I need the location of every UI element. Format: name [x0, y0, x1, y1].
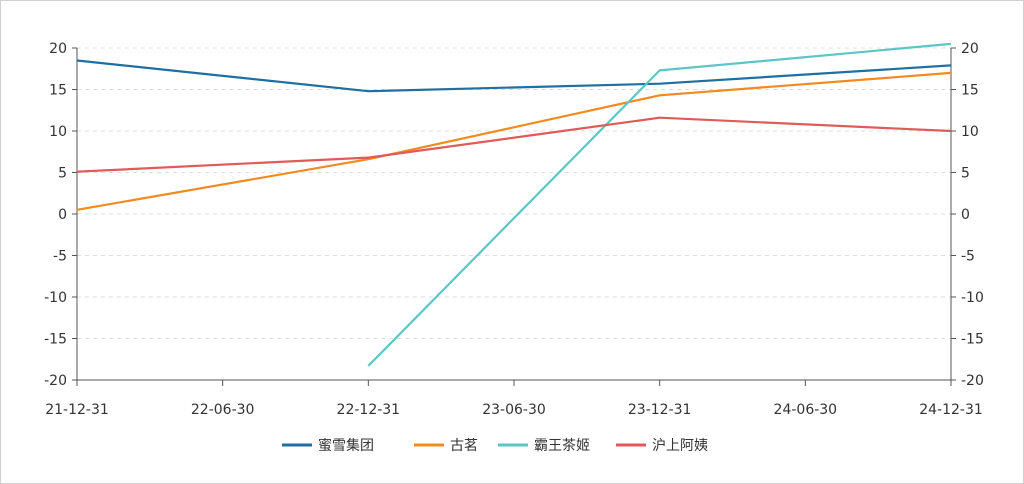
left-y-tick-label: 0: [58, 207, 67, 223]
series-lines: [76, 42, 952, 367]
right-y-tick-label: 20: [961, 41, 979, 57]
legend-item[interactable]: 蜜雪集团: [282, 437, 374, 454]
legend-item[interactable]: 沪上阿姨: [616, 438, 708, 454]
right-y-tick-label: -5: [961, 249, 975, 265]
left-y-tick-label: -20: [44, 373, 67, 389]
legend-label: 霸王茶姬: [534, 438, 590, 454]
x-tick-label: 24-06-30: [774, 402, 838, 418]
y-ticks: 20 20 15 15 10 10 5 5 0 0 -5 -5 -10 -10 -15 -15 -20 -20: [44, 41, 984, 389]
series-line: [76, 71, 952, 211]
legend-item[interactable]: 霸王茶姬: [498, 438, 590, 454]
left-y-tick-label: 20: [49, 41, 67, 57]
left-y-tick-label: -10: [44, 290, 67, 306]
right-y-tick-label: -20: [961, 373, 984, 389]
x-tick-label: 24-12-31: [919, 402, 983, 418]
legend-label: 古茗: [450, 438, 478, 454]
series-line: [76, 59, 952, 93]
right-y-tick-label: 15: [961, 83, 979, 99]
grid-lines: [77, 47, 951, 339]
right-y-tick-label: 10: [961, 124, 979, 140]
left-y-tick-label: -5: [53, 249, 67, 265]
left-y-tick-label: 5: [58, 166, 67, 182]
left-y-tick-label: -15: [44, 332, 67, 348]
legend-label: 沪上阿姨: [652, 438, 708, 454]
legend-label: 蜜雪集团: [318, 437, 374, 454]
legend[interactable]: 蜜雪集团 古茗 霸王茶姬 沪上阿姨: [282, 437, 708, 454]
x-tick-label: 21-12-31: [45, 402, 109, 418]
right-y-tick-label: 5: [961, 166, 970, 182]
right-y-tick-label: 0: [961, 207, 970, 223]
x-tick-label: 23-12-31: [628, 402, 692, 418]
legend-item[interactable]: 古茗: [414, 438, 478, 454]
x-tick-label: 22-06-30: [191, 402, 255, 418]
x-tick-label: 23-06-30: [482, 402, 546, 418]
right-y-tick-label: -15: [961, 332, 984, 348]
series-line: [367, 42, 952, 367]
series-line: [76, 116, 952, 173]
left-y-tick-label: 10: [49, 124, 67, 140]
right-y-tick-label: -10: [961, 290, 984, 306]
x-tick-label: 22-12-31: [337, 402, 401, 418]
x-ticks: 21-12-31 22-06-30 22-12-31 23-06-30 23-12-31…: [45, 380, 983, 418]
left-y-tick-label: 15: [49, 83, 67, 99]
